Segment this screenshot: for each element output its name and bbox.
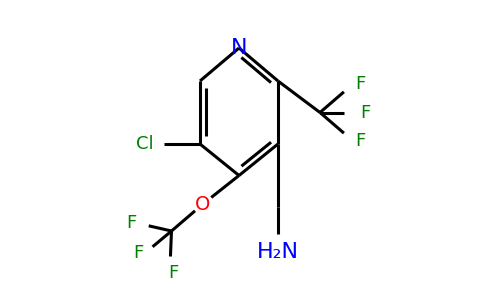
Text: F: F bbox=[355, 75, 365, 93]
Text: O: O bbox=[196, 194, 211, 214]
Text: H₂N: H₂N bbox=[257, 242, 299, 262]
Text: N: N bbox=[231, 38, 247, 58]
Text: F: F bbox=[360, 103, 370, 122]
Text: F: F bbox=[126, 214, 136, 232]
Text: F: F bbox=[134, 244, 144, 262]
Text: Cl: Cl bbox=[136, 135, 153, 153]
Text: F: F bbox=[168, 264, 178, 282]
Text: F: F bbox=[355, 132, 365, 150]
